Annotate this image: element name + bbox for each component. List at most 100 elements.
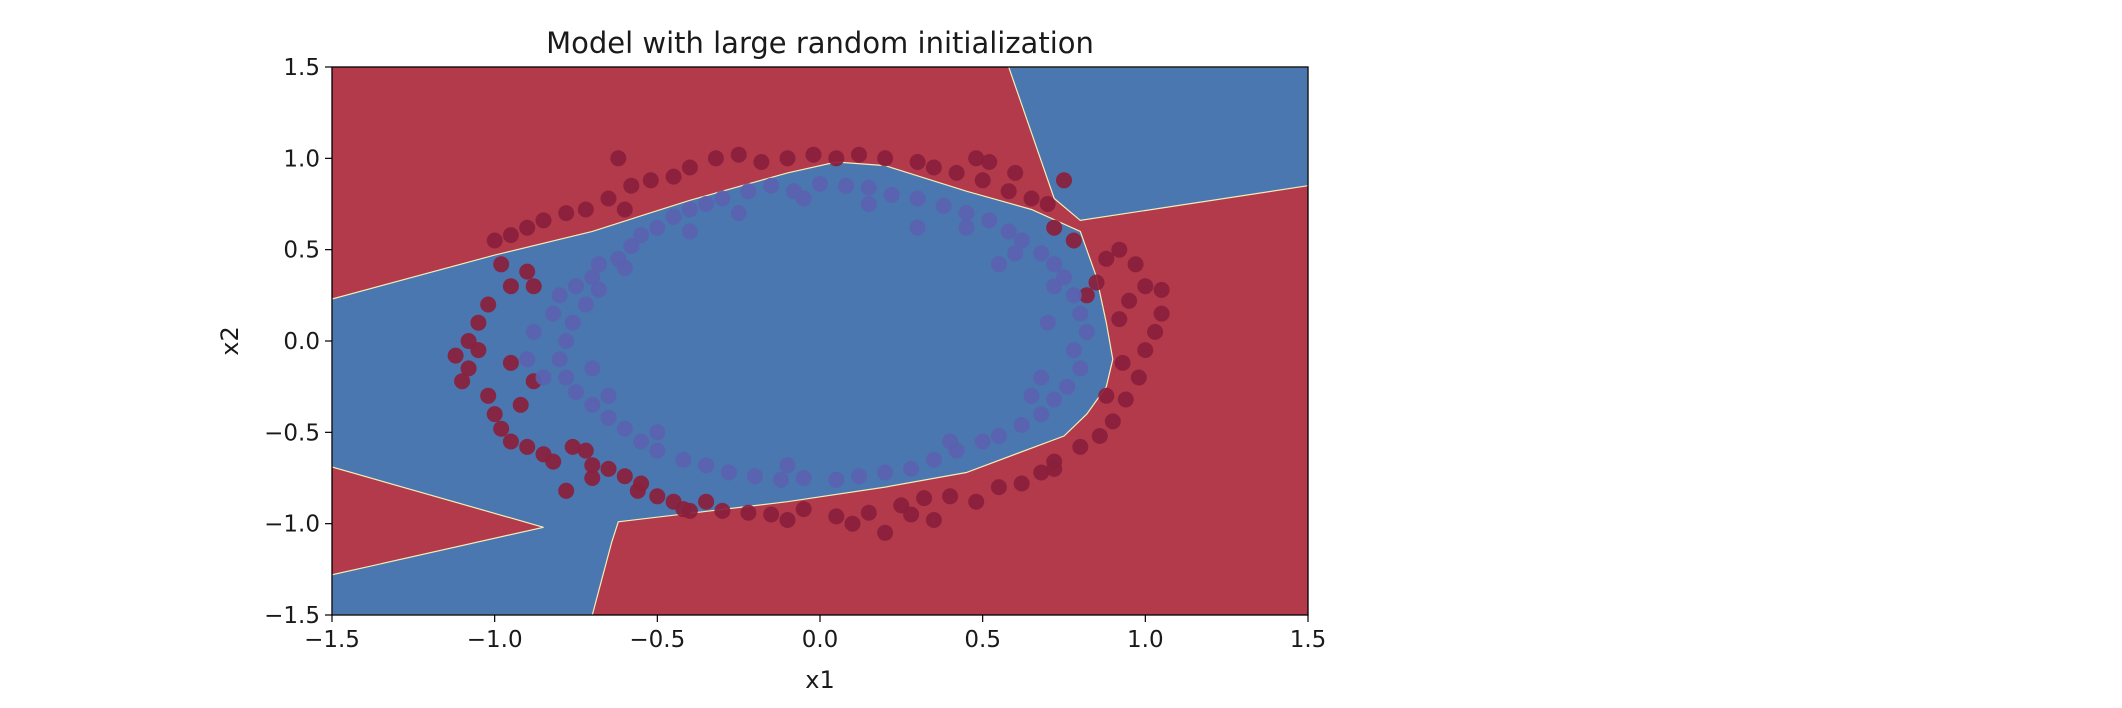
scatter-point-class-0 — [903, 506, 920, 523]
scatter-point-class-1 — [1059, 378, 1076, 395]
scatter-point-class-1 — [974, 433, 991, 450]
scatter-point-class-1 — [1072, 360, 1089, 377]
scatter-point-class-1 — [577, 296, 594, 313]
scatter-point-class-0 — [1121, 292, 1138, 309]
x-tick-label: 1.0 — [1127, 627, 1164, 653]
scatter-point-class-1 — [584, 396, 601, 413]
scatter-point-class-1 — [942, 433, 959, 450]
scatter-point-class-0 — [486, 406, 503, 423]
scatter-point-class-0 — [1000, 183, 1017, 200]
scatter-point-class-0 — [1111, 311, 1128, 328]
scatter-point-class-0 — [925, 512, 942, 528]
scatter-point-class-0 — [795, 501, 812, 518]
scatter-point-class-0 — [558, 482, 575, 499]
scatter-point-class-1 — [698, 457, 715, 474]
scatter-point-class-1 — [990, 256, 1007, 273]
scatter-point-class-0 — [1147, 323, 1164, 340]
scatter-point-class-0 — [1153, 305, 1170, 322]
scatter-point-class-0 — [480, 296, 497, 313]
x-tick-label: −1.0 — [467, 627, 523, 653]
y-tick-label: 1.5 — [283, 55, 320, 81]
y-tick-label: 1.0 — [283, 146, 320, 172]
scatter-point-class-1 — [564, 314, 581, 331]
scatter-point-class-0 — [616, 201, 633, 218]
scatter-point-class-1 — [649, 424, 666, 441]
decision-region-class-1 — [1008, 67, 1308, 222]
scatter-point-class-0 — [545, 453, 562, 470]
y-axis: 1.5 1.0 0.5 0.0 −0.5 −1.0 −1.5 — [264, 55, 332, 629]
scatter-point-class-1 — [714, 190, 731, 207]
scatter-point-class-1 — [1033, 369, 1050, 386]
scatter-point-class-1 — [1072, 305, 1089, 322]
scatter-point-class-1 — [558, 333, 575, 349]
scatter-point-class-0 — [1039, 196, 1056, 212]
scatter-point-class-0 — [1065, 232, 1082, 249]
scatter-point-class-1 — [584, 269, 601, 286]
scatter-point-class-1 — [519, 351, 536, 368]
scatter-point-class-1 — [903, 460, 920, 477]
scatter-point-class-1 — [740, 183, 757, 200]
scatter-point-class-1 — [616, 259, 633, 276]
scatter-point-class-0 — [1078, 287, 1095, 304]
scatter-point-class-0 — [633, 475, 650, 492]
scatter-point-class-1 — [958, 219, 975, 236]
scatter-point-class-1 — [1078, 323, 1095, 340]
scatter-point-class-1 — [675, 451, 692, 468]
scatter-point-class-0 — [779, 512, 796, 528]
scatter-point-class-1 — [860, 179, 877, 196]
scatter-point-class-1 — [763, 177, 780, 194]
scatter-point-class-1 — [981, 212, 998, 229]
y-tick-label: 0.5 — [283, 238, 320, 264]
scatter-point-class-1 — [551, 351, 568, 368]
scatter-point-class-1 — [616, 420, 633, 437]
scatter-point-class-1 — [681, 223, 698, 240]
y-tick-label: −1.5 — [264, 603, 320, 629]
scatter-point-class-1 — [525, 323, 542, 340]
scatter-point-class-0 — [1091, 428, 1108, 444]
scatter-point-class-0 — [1046, 460, 1063, 477]
scatter-point-class-0 — [1137, 278, 1154, 295]
scatter-point-class-0 — [600, 460, 617, 477]
scatter-point-class-1 — [1039, 314, 1056, 331]
x-axis: −1.5 −1.0 −0.5 0.0 0.5 1.0 1.5 — [304, 615, 1326, 653]
scatter-point-class-0 — [942, 488, 959, 505]
scatter-point-class-1 — [730, 205, 747, 222]
x-tick-label: 0.0 — [802, 627, 839, 653]
scatter-point-class-0 — [1114, 354, 1131, 371]
scatter-point-class-0 — [623, 177, 640, 194]
scatter-point-class-1 — [633, 433, 650, 450]
scatter-point-class-0 — [974, 172, 991, 189]
scatter-point-class-1 — [838, 177, 854, 194]
scatter-point-class-1 — [551, 287, 568, 304]
chart-title: Model with large random initialization — [546, 26, 1094, 60]
scatter-point-class-0 — [616, 468, 633, 485]
scatter-point-class-1 — [779, 457, 796, 474]
scatter-point-class-0 — [1088, 274, 1105, 291]
scatter-point-class-0 — [512, 396, 529, 413]
scatter-point-class-0 — [1023, 190, 1040, 207]
scatter-point-class-0 — [577, 442, 594, 459]
scatter-point-class-0 — [460, 333, 477, 349]
scatter-point-class-0 — [447, 347, 464, 364]
scatter-point-class-0 — [707, 150, 724, 167]
scatter-point-class-1 — [1065, 342, 1082, 359]
scatter-point-class-0 — [502, 354, 519, 371]
scatter-point-class-0 — [480, 387, 497, 404]
scatter-point-class-1 — [584, 360, 601, 377]
scatter-point-class-1 — [877, 464, 894, 481]
scatter-point-class-0 — [493, 256, 510, 273]
scatter-points — [447, 146, 1170, 541]
scatter-point-class-0 — [502, 433, 519, 450]
y-tick-label: −1.0 — [264, 512, 320, 538]
scatter-point-class-0 — [600, 190, 617, 207]
scatter-point-class-1 — [746, 468, 763, 485]
scatter-point-class-1 — [909, 219, 926, 236]
scatter-point-class-0 — [525, 278, 542, 295]
scatter-point-class-0 — [1153, 281, 1170, 298]
scatter-point-class-0 — [981, 154, 998, 170]
scatter-point-class-0 — [519, 438, 536, 455]
scatter-point-class-1 — [600, 409, 617, 426]
scatter-point-class-0 — [698, 493, 715, 510]
scatter-point-class-1 — [1065, 287, 1082, 304]
scatter-point-class-1 — [1007, 245, 1024, 262]
